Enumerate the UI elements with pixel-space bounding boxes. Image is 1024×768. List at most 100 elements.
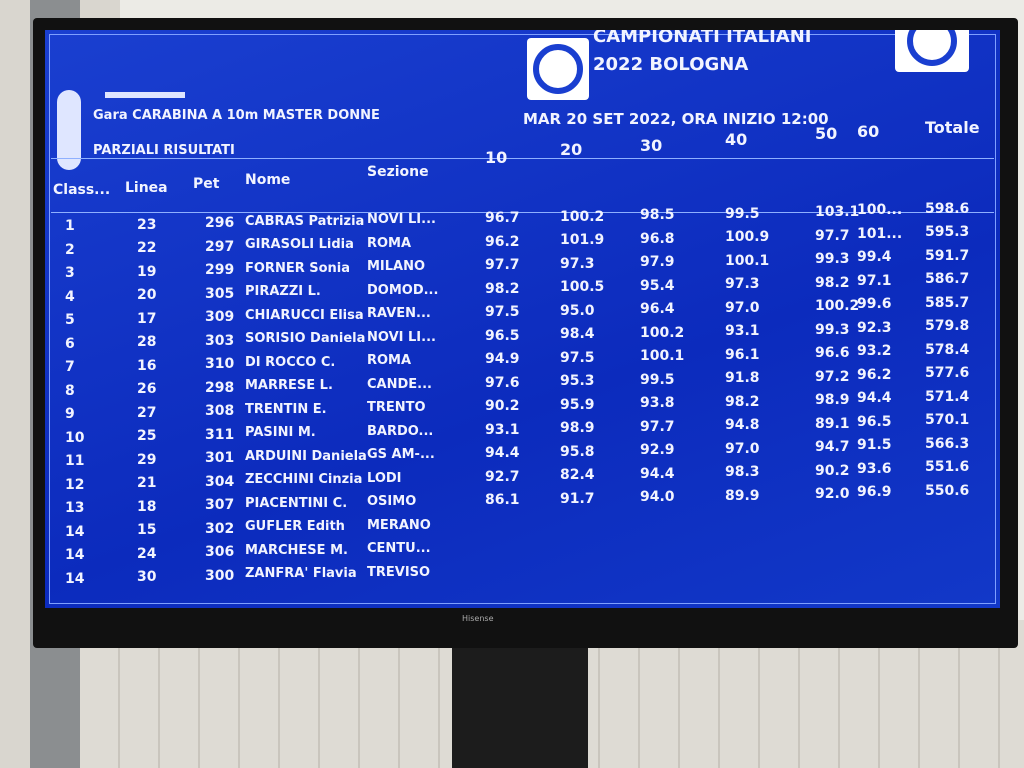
cell-text: OSIMO <box>367 494 417 509</box>
cell-text: 305 <box>205 285 235 302</box>
cell-score: 95.3 <box>560 373 595 390</box>
cell-text: MERANO <box>367 517 431 533</box>
cell-text: 298 <box>205 379 235 396</box>
cell-score: 570.1 <box>925 412 970 429</box>
cell-score: 96.4 <box>640 301 675 318</box>
cell-score: 94.8 <box>725 417 760 434</box>
cell-score: 99.3 <box>815 251 850 267</box>
cell-score: 90.2 <box>485 398 520 415</box>
cell-text: 15 <box>137 522 157 538</box>
column-header: Nome <box>245 172 291 188</box>
cell-score: 100.5 <box>560 279 605 296</box>
cell-score: 586.7 <box>925 271 970 288</box>
cell-score: 591.7 <box>925 247 970 264</box>
cell-text: 307 <box>205 497 235 513</box>
cell-score: 95.8 <box>560 443 595 460</box>
event-subtitle: 2022 BOLOGNA <box>593 54 749 75</box>
cell-score: 92.0 <box>815 486 850 502</box>
date-time: MAR 20 SET 2022, ORA INIZIO 12:00 <box>523 110 829 128</box>
cell-score: 96.7 <box>485 210 520 227</box>
column-header: Linea <box>125 180 168 196</box>
cell-score: 98.9 <box>560 420 595 437</box>
cell-text: 309 <box>205 309 235 325</box>
cell-text: PIRAZZI L. <box>245 284 321 299</box>
column-header: Totale <box>925 118 980 137</box>
cell-text: RAVEN... <box>367 306 431 321</box>
cell-score: 94.9 <box>485 351 520 368</box>
column-header: 10 <box>485 148 508 167</box>
cell-text: 300 <box>205 567 235 584</box>
cell-text: GUFLER Edith <box>245 519 345 534</box>
cell-text: 21 <box>137 475 157 491</box>
cell-score: 100.2 <box>640 324 685 341</box>
cell-text: ZECCHINI Cinzia <box>245 472 363 487</box>
cell-score: 550.6 <box>925 482 970 499</box>
cell-score: 89.9 <box>725 487 760 504</box>
cell-score: 96.9 <box>857 484 892 501</box>
cell-text: 17 <box>137 310 157 327</box>
cell-score: 99.5 <box>640 371 675 388</box>
cell-text: GS AM-... <box>367 447 435 462</box>
cell-score: 98.4 <box>560 326 595 343</box>
cell-score: 100.2 <box>560 208 605 225</box>
cell-score: 585.7 <box>925 294 970 311</box>
cell-score: 97.0 <box>725 299 760 316</box>
cell-score: 96.1 <box>725 346 760 363</box>
cell-score: 571.4 <box>925 388 970 405</box>
cell-text: ROMA <box>367 353 412 368</box>
column-header: Sezione <box>367 164 429 180</box>
cell-text: 303 <box>205 332 235 349</box>
cell-score: 97.1 <box>857 272 892 289</box>
cell-text: 12 <box>65 476 85 493</box>
column-header: 50 <box>815 124 838 143</box>
cell-text: 6 <box>65 335 75 352</box>
cell-score: 96.2 <box>485 233 520 250</box>
column-header: 20 <box>560 140 583 159</box>
cell-text: CANDE... <box>367 376 432 392</box>
cell-score: 99.6 <box>857 296 892 313</box>
cell-text: 8 <box>65 382 75 399</box>
cell-score: 97.9 <box>640 254 675 271</box>
cell-score: 103.1 <box>815 204 860 220</box>
cell-score: 97.3 <box>560 255 595 272</box>
logo <box>895 30 969 72</box>
cell-text: 22 <box>137 240 157 256</box>
cell-score: 98.9 <box>815 392 850 408</box>
cell-score: 97.0 <box>725 440 760 457</box>
cell-text: 24 <box>137 545 157 562</box>
cell-text: DOMOD... <box>367 282 439 298</box>
cell-score: 94.4 <box>485 445 520 462</box>
cell-text: 310 <box>205 356 235 372</box>
cell-score: 95.4 <box>640 277 675 294</box>
cell-score: 97.7 <box>640 418 675 435</box>
cell-text: PASINI M. <box>245 425 316 440</box>
cell-text: 23 <box>137 216 157 233</box>
cell-text: ROMA <box>367 235 412 251</box>
logo <box>527 38 589 100</box>
cell-text: NOVI LI... <box>367 212 436 227</box>
cell-text: 14 <box>65 547 85 563</box>
cell-text: 28 <box>137 334 157 350</box>
cell-score: 94.7 <box>815 439 850 455</box>
cell-score: 93.6 <box>857 460 892 477</box>
cell-text: 18 <box>137 498 157 515</box>
cell-text: 16 <box>137 357 157 374</box>
cell-score: 551.6 <box>925 459 970 476</box>
cell-score: 100.9 <box>725 229 770 246</box>
cell-text: MARRESE L. <box>245 378 333 393</box>
mascot <box>57 90 81 170</box>
cell-text: CABRAS Patrizia <box>245 213 365 229</box>
cell-text: 2 <box>65 241 75 258</box>
cell-score: 100.2 <box>815 298 860 314</box>
cell-text: CHIARUCCI Elisa <box>245 307 364 323</box>
cell-score: 97.3 <box>725 276 760 293</box>
cell-score: 98.2 <box>725 393 760 410</box>
cell-text: 29 <box>137 451 157 468</box>
cell-text: 14 <box>65 570 85 587</box>
cell-text: TRENTO <box>367 400 426 415</box>
cell-score: 97.7 <box>485 257 520 274</box>
cell-text: 11 <box>65 453 85 469</box>
cell-text: 14 <box>65 523 85 540</box>
cell-score: 98.2 <box>485 280 520 297</box>
cell-text: 19 <box>137 263 157 280</box>
